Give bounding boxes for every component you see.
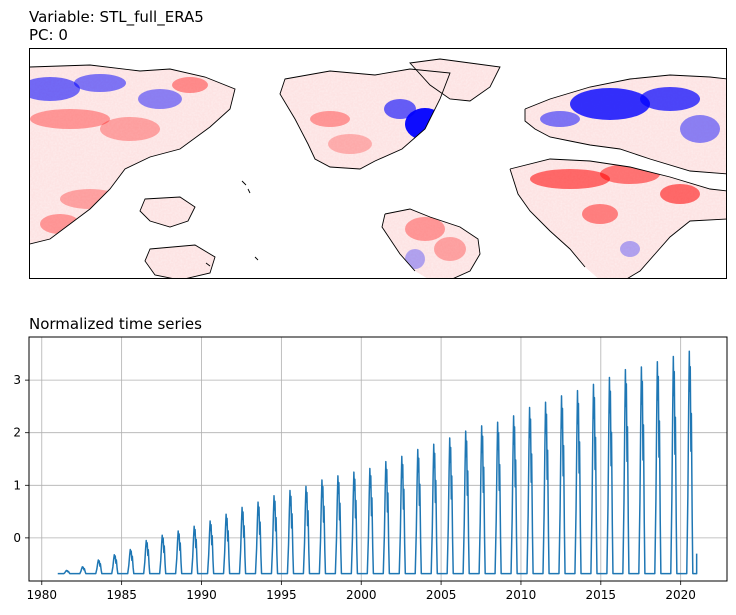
x-axis: 1980 1985 1990 1995 2000 2005 2010 2015 2020 <box>27 581 696 602</box>
plot-frame <box>28 336 728 582</box>
map-anomaly-patch <box>30 109 110 129</box>
map-anomaly-patch <box>405 249 425 269</box>
map-anomaly-patch <box>620 241 640 257</box>
grid <box>29 337 727 581</box>
time-series-title: Normalized time series <box>29 315 202 333</box>
map-anomaly-patch <box>30 77 80 101</box>
x-tick-label: 1995 <box>266 588 297 602</box>
x-tick-label: 2015 <box>586 588 617 602</box>
x-tick-label: 1985 <box>106 588 137 602</box>
map-anomaly-patch <box>530 169 610 189</box>
y-tick-label: 0 <box>13 531 21 545</box>
map-anomaly-patch <box>540 111 580 127</box>
map-title-pc: PC: 0 <box>29 26 68 44</box>
normalized-series-line <box>57 350 698 575</box>
x-tick-label: 1990 <box>186 588 217 602</box>
pc-map <box>29 48 727 279</box>
map-anomaly-patch <box>640 87 700 111</box>
y-axis: 0 1 2 3 <box>13 373 29 545</box>
map-anomaly-patch <box>570 88 650 120</box>
x-tick-label: 2005 <box>426 588 457 602</box>
map-anomaly-patch <box>434 237 466 261</box>
y-tick-label: 3 <box>13 373 21 387</box>
pc-map-canvas <box>30 49 726 278</box>
map-anomaly-patch <box>680 115 720 143</box>
map-anomaly-patch <box>74 74 126 92</box>
map-anomaly-patch <box>138 89 182 109</box>
map-anomaly-patch <box>172 77 208 93</box>
x-tick-label: 1980 <box>27 588 58 602</box>
x-tick-label: 2000 <box>346 588 377 602</box>
map-anomaly-patch <box>660 184 700 204</box>
map-anomaly-patch <box>310 111 350 127</box>
series-group <box>57 350 698 575</box>
x-tick-label: 2020 <box>665 588 696 602</box>
y-tick-label: 2 <box>13 426 21 440</box>
x-tick-label: 2010 <box>506 588 537 602</box>
map-anomaly-patch <box>582 204 618 224</box>
map-title-variable: Variable: STL_full_ERA5 <box>29 8 204 26</box>
map-anomaly-patch <box>405 217 445 241</box>
map-anomaly-patch <box>384 99 416 119</box>
map-anomaly-patch <box>328 134 372 154</box>
y-tick-label: 1 <box>13 478 21 492</box>
map-anomaly-patch <box>100 117 160 141</box>
